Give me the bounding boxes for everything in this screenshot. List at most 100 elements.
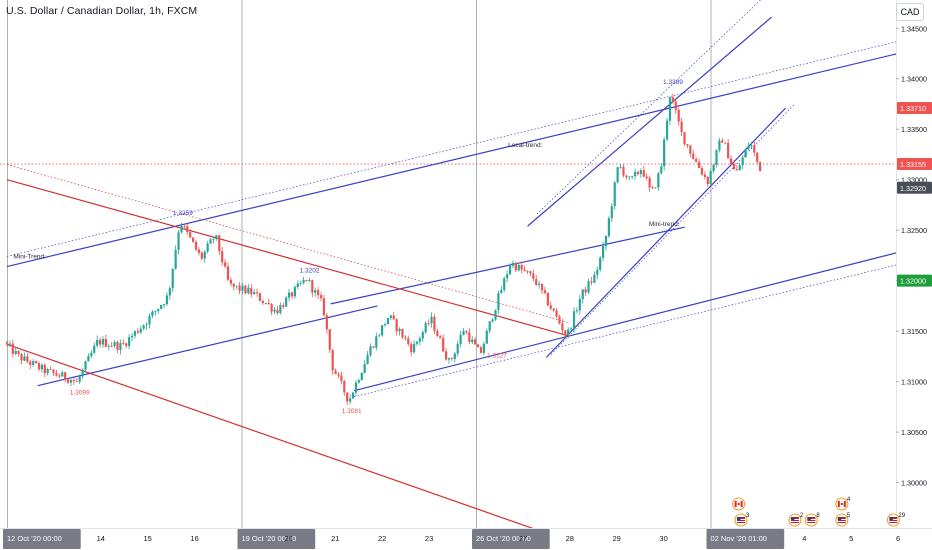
economic-event-us-icon[interactable]: 8 bbox=[804, 513, 820, 527]
blue-solid-trend-line[interactable] bbox=[353, 252, 898, 392]
candle-body bbox=[453, 353, 456, 360]
candle-body bbox=[285, 297, 288, 307]
blue-dotted-trend-line[interactable] bbox=[536, 0, 767, 215]
candle-body bbox=[398, 328, 401, 332]
economic-event-us-icon[interactable]: 2 bbox=[788, 513, 804, 527]
candle-body bbox=[160, 305, 163, 309]
candle-body bbox=[613, 182, 616, 207]
time-axis[interactable]: 12 Oct '20 00:00 14 15 16 19 Oct '20 00:0020… bbox=[0, 528, 932, 550]
candle-body bbox=[325, 315, 328, 330]
trend-lines[interactable] bbox=[6, 0, 898, 538]
blue-solid-trend-line[interactable] bbox=[330, 226, 685, 305]
candle-body bbox=[107, 345, 110, 347]
candle-body bbox=[668, 97, 672, 121]
candle-body bbox=[375, 336, 378, 348]
blue-dotted-trend-line[interactable] bbox=[353, 264, 898, 398]
blue-solid-trend-line[interactable] bbox=[545, 107, 786, 358]
candle-body bbox=[491, 319, 494, 322]
economic-event-ca-icon[interactable] bbox=[732, 497, 746, 511]
economic-event-us-icon[interactable]: 5 bbox=[835, 513, 851, 527]
candle-body bbox=[517, 264, 520, 271]
candle-body bbox=[526, 270, 529, 272]
candle-body bbox=[697, 161, 701, 168]
candle-body bbox=[133, 331, 137, 336]
time-axis-background bbox=[0, 528, 932, 550]
candle-body bbox=[372, 346, 375, 348]
time-tick-label: 23 bbox=[425, 534, 433, 543]
candle-body bbox=[747, 145, 750, 150]
price-annotations: 1.3259 1.3099 1.3202 1.3081 1.3127 1.3389 Mini… bbox=[13, 79, 683, 415]
blue-dotted-trend-line[interactable] bbox=[6, 41, 898, 257]
blue-solid-trend-line[interactable] bbox=[6, 53, 898, 268]
candle-body bbox=[363, 364, 366, 373]
economic-events[interactable]: 3 2 8 4 5 29 bbox=[732, 497, 906, 527]
price-label-box bbox=[897, 158, 932, 171]
candle-body bbox=[334, 370, 337, 375]
price-annotation: 1.3081 bbox=[342, 408, 362, 415]
economic-event-us-icon[interactable]: 3 bbox=[734, 513, 750, 527]
flag-stripe bbox=[837, 521, 846, 522]
candle-body bbox=[636, 171, 640, 174]
candle-body bbox=[558, 316, 561, 324]
candle-body bbox=[130, 335, 134, 338]
candle-body bbox=[331, 349, 334, 371]
candle-body bbox=[311, 280, 314, 293]
chart-title: U.S. Dollar / Canadian Dollar, 1h, FXCM bbox=[6, 5, 198, 17]
price-label-box bbox=[897, 102, 932, 115]
candle-body bbox=[366, 355, 369, 365]
candle-body bbox=[302, 279, 305, 284]
candle-body bbox=[261, 300, 264, 304]
candle-body bbox=[604, 235, 608, 246]
economic-event-ca-icon[interactable]: 4 bbox=[835, 497, 851, 511]
candle-body bbox=[410, 344, 413, 353]
candle-body bbox=[191, 237, 195, 242]
candle-body bbox=[572, 311, 576, 329]
flag-leaf bbox=[737, 502, 740, 506]
candle-body bbox=[162, 304, 166, 306]
candle-body bbox=[727, 142, 730, 159]
flag-stripe bbox=[790, 519, 799, 520]
candle-body bbox=[116, 342, 119, 350]
candle-body bbox=[462, 331, 465, 335]
candle-body bbox=[40, 364, 43, 370]
blue-solid-trend-line[interactable] bbox=[527, 16, 772, 227]
candle-body bbox=[378, 335, 381, 337]
candle-body bbox=[32, 361, 35, 365]
candle-body bbox=[61, 372, 64, 377]
candle-body bbox=[715, 150, 718, 165]
candle-body bbox=[49, 369, 52, 370]
red-solid-trend-line[interactable] bbox=[6, 179, 570, 337]
candle-body bbox=[700, 167, 704, 175]
candle-body bbox=[494, 310, 497, 320]
candle-body bbox=[52, 369, 55, 373]
candle-body bbox=[349, 398, 352, 402]
candle-body bbox=[677, 109, 680, 122]
candle-body bbox=[29, 361, 32, 365]
flag-canton bbox=[889, 517, 893, 520]
blue-solid-trend-line[interactable] bbox=[37, 305, 378, 387]
price-axis[interactable]: 1.34500 1.34000 1.33500 1.33000 1.32500 1.320… bbox=[896, 0, 932, 550]
candle-body bbox=[619, 166, 622, 168]
flag-leaf bbox=[840, 502, 844, 506]
candle-body bbox=[122, 343, 125, 344]
candle-body bbox=[128, 337, 131, 346]
currency-button[interactable]: CAD bbox=[896, 3, 924, 21]
price-tick-label: 1.30500 bbox=[901, 428, 927, 437]
candle-body bbox=[37, 363, 41, 370]
price-tick-label: 1.31500 bbox=[901, 327, 927, 336]
candle-body bbox=[308, 280, 311, 281]
red-solid-trend-line[interactable] bbox=[6, 343, 560, 538]
candle-body bbox=[296, 283, 299, 288]
candle-body bbox=[552, 308, 555, 311]
candle-body bbox=[232, 283, 235, 287]
economic-event-us-icon[interactable]: 29 bbox=[886, 513, 906, 527]
candle-body bbox=[319, 295, 323, 299]
candle-body bbox=[744, 149, 747, 158]
time-tick-label: 20 bbox=[284, 534, 292, 543]
candle-body bbox=[436, 330, 439, 337]
candle-body bbox=[290, 292, 294, 297]
red-dotted-trend-line[interactable] bbox=[6, 164, 570, 324]
candle-body bbox=[165, 295, 169, 305]
